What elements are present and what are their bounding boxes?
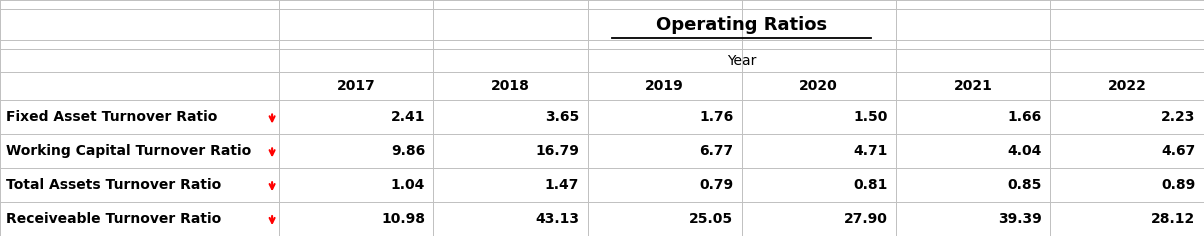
- Text: 2022: 2022: [1108, 80, 1146, 93]
- Text: 1.04: 1.04: [390, 178, 425, 192]
- Text: 28.12: 28.12: [1151, 212, 1196, 226]
- Text: 1.50: 1.50: [852, 110, 887, 124]
- Text: Fixed Asset Turnover Ratio: Fixed Asset Turnover Ratio: [6, 110, 218, 124]
- Text: 9.86: 9.86: [391, 144, 425, 158]
- Text: Working Capital Turnover Ratio: Working Capital Turnover Ratio: [6, 144, 252, 158]
- Text: Total Assets Turnover Ratio: Total Assets Turnover Ratio: [6, 178, 222, 192]
- Text: 0.81: 0.81: [852, 178, 887, 192]
- Text: 0.79: 0.79: [700, 178, 733, 192]
- Text: 4.67: 4.67: [1162, 144, 1196, 158]
- Text: 16.79: 16.79: [536, 144, 579, 158]
- Text: Operating Ratios: Operating Ratios: [656, 16, 827, 34]
- Text: 43.13: 43.13: [535, 212, 579, 226]
- Text: 2018: 2018: [491, 80, 530, 93]
- Text: 1.76: 1.76: [700, 110, 733, 124]
- Text: 10.98: 10.98: [380, 212, 425, 226]
- Text: 2017: 2017: [337, 80, 376, 93]
- Text: 0.85: 0.85: [1007, 178, 1041, 192]
- Text: Year: Year: [727, 54, 756, 68]
- Text: 2019: 2019: [645, 80, 684, 93]
- Text: 2021: 2021: [954, 80, 992, 93]
- Text: 6.77: 6.77: [700, 144, 733, 158]
- Text: 4.04: 4.04: [1007, 144, 1041, 158]
- Text: 1.47: 1.47: [544, 178, 579, 192]
- Text: 0.89: 0.89: [1162, 178, 1196, 192]
- Text: 39.39: 39.39: [998, 212, 1041, 226]
- Text: 27.90: 27.90: [844, 212, 887, 226]
- Text: 3.65: 3.65: [545, 110, 579, 124]
- Text: 2.41: 2.41: [390, 110, 425, 124]
- Text: 2.23: 2.23: [1161, 110, 1196, 124]
- Text: 4.71: 4.71: [852, 144, 887, 158]
- Text: 1.66: 1.66: [1008, 110, 1041, 124]
- Text: Receiveable Turnover Ratio: Receiveable Turnover Ratio: [6, 212, 222, 226]
- Text: 25.05: 25.05: [689, 212, 733, 226]
- Text: 2020: 2020: [799, 80, 838, 93]
